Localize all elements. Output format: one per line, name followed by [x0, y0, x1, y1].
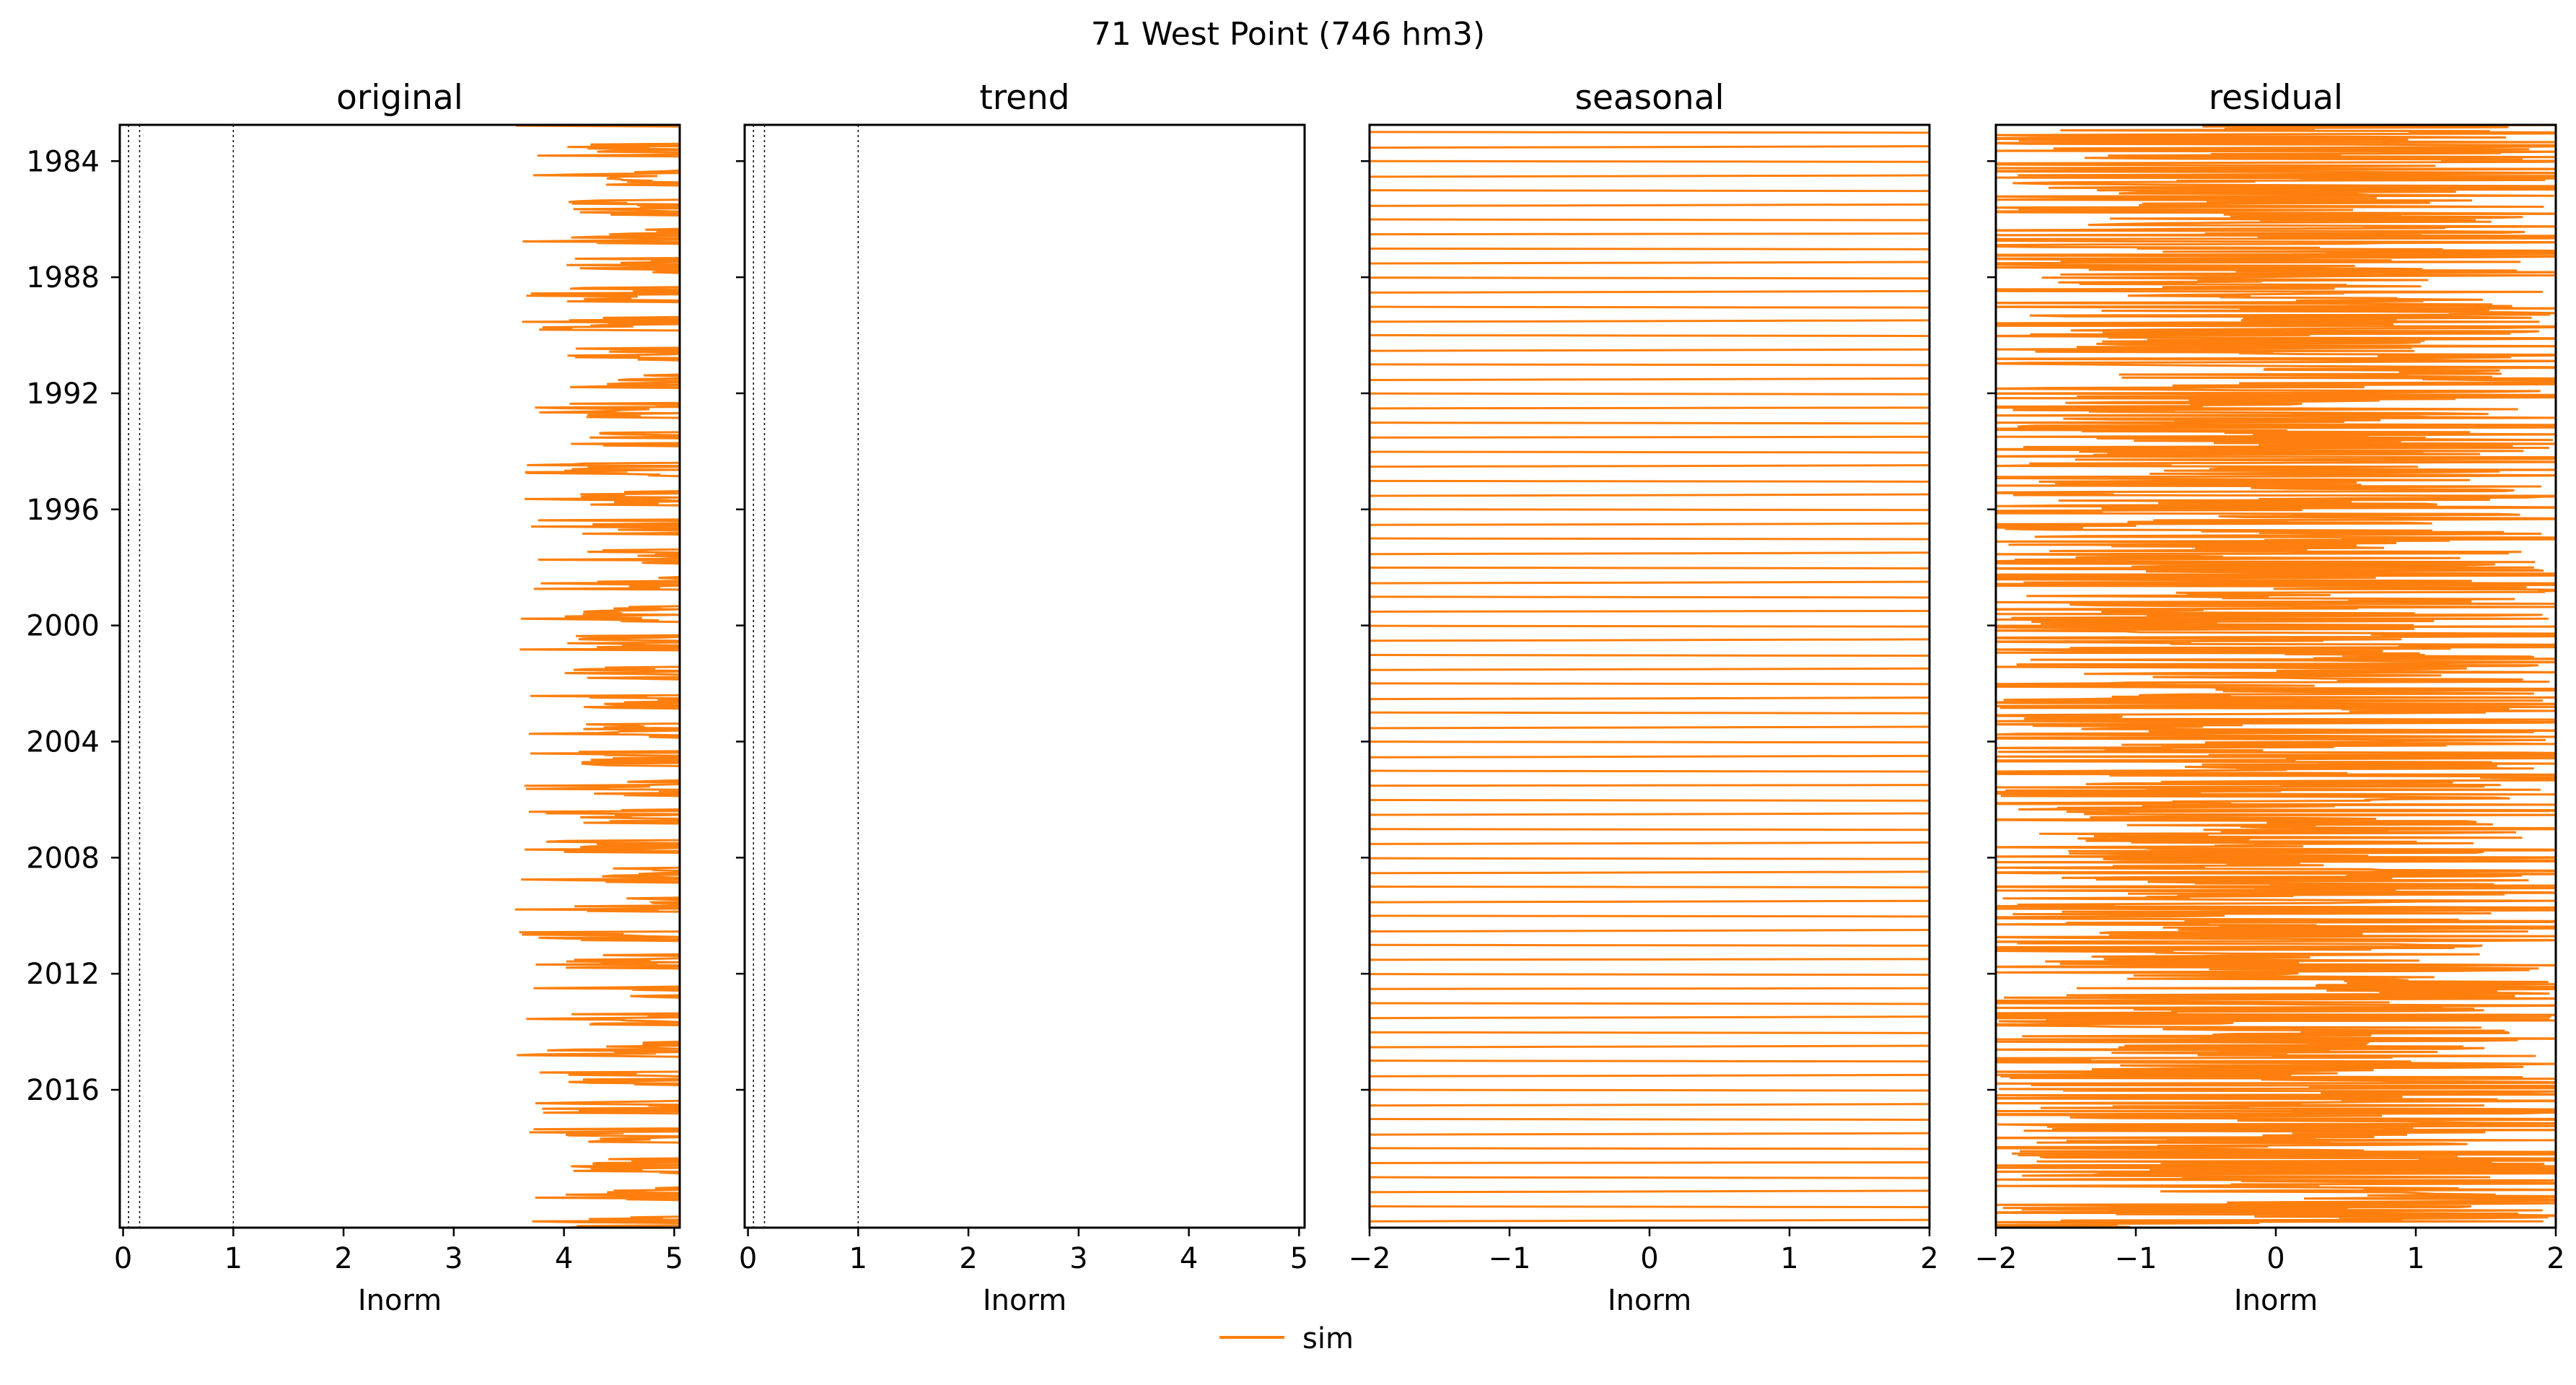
- x-tick-label: 2: [959, 1242, 977, 1275]
- x-tick-label: 1: [2406, 1242, 2424, 1275]
- y-tick-label: 1996: [26, 494, 100, 527]
- x-tick-label: 2: [1920, 1242, 1938, 1275]
- x-tick-label: 3: [1069, 1242, 1087, 1275]
- x-tick-label: 0: [114, 1242, 132, 1275]
- x-axis-label: Inorm: [1608, 1284, 1691, 1317]
- y-tick-label: 2012: [26, 958, 100, 991]
- x-tick-label: 1: [1780, 1242, 1798, 1275]
- series-sim: [1996, 125, 2556, 1228]
- y-tick-label: 2016: [26, 1074, 100, 1107]
- x-tick-label: 5: [1290, 1242, 1308, 1275]
- x-tick-label: −1: [2115, 1242, 2157, 1275]
- x-tick-label: 4: [555, 1242, 573, 1275]
- panel-title: original: [336, 78, 463, 118]
- y-tick-label: 2000: [26, 610, 100, 643]
- y-tick-label: 2008: [26, 842, 100, 875]
- x-tick-label: 0: [1640, 1242, 1658, 1275]
- x-axis-label: Inorm: [2234, 1284, 2318, 1317]
- x-tick-label: −1: [1489, 1242, 1531, 1275]
- figure-title: 71 West Point (746 hm3): [1091, 16, 1485, 53]
- series-sim: [514, 125, 680, 1228]
- y-tick-label: 2004: [26, 725, 100, 759]
- y-tick-label: 1988: [26, 261, 100, 294]
- y-tick-label: 1984: [26, 145, 100, 178]
- x-axis-label: Inorm: [983, 1284, 1066, 1317]
- x-axis-label: Inorm: [358, 1284, 442, 1317]
- axes-frame: [743, 123, 1306, 1229]
- panel-residual: residual −2 −1 0 1 2 Inorm: [1975, 78, 2565, 1317]
- y-tick-label: 1992: [26, 377, 100, 411]
- legend-label-sim: sim: [1302, 1322, 1354, 1355]
- x-tick-label: −2: [1975, 1242, 2018, 1275]
- panel-title: seasonal: [1574, 78, 1724, 118]
- x-tick-label: −2: [1349, 1242, 1391, 1275]
- x-tick-label: 1: [849, 1242, 867, 1275]
- axes-frame: [118, 123, 681, 1229]
- x-tick-label: 5: [665, 1242, 683, 1275]
- legend: sim: [1219, 1322, 1354, 1355]
- panel-title: trend: [979, 78, 1069, 118]
- x-tick-label: 2: [2546, 1242, 2564, 1275]
- x-tick-label: 1: [224, 1242, 242, 1275]
- series-sim: [1370, 131, 1929, 1223]
- x-tick-label: 2: [334, 1242, 352, 1275]
- panel-seasonal: seasonal −2 −1 0 1 2 Inorm: [1349, 78, 1939, 1317]
- panel-trend: trend 0 1 2 3 4 5 Inorm: [736, 78, 1308, 1317]
- panel-original: original 0 1 2 3 4 5 1984 1988 1992 1996 2000 2004 20…: [26, 78, 683, 1317]
- x-tick-label: 3: [444, 1242, 463, 1275]
- x-tick-label: 0: [2266, 1242, 2284, 1275]
- x-tick-label: 0: [739, 1242, 757, 1275]
- x-tick-label: 4: [1180, 1242, 1198, 1275]
- panel-title: residual: [2209, 78, 2343, 118]
